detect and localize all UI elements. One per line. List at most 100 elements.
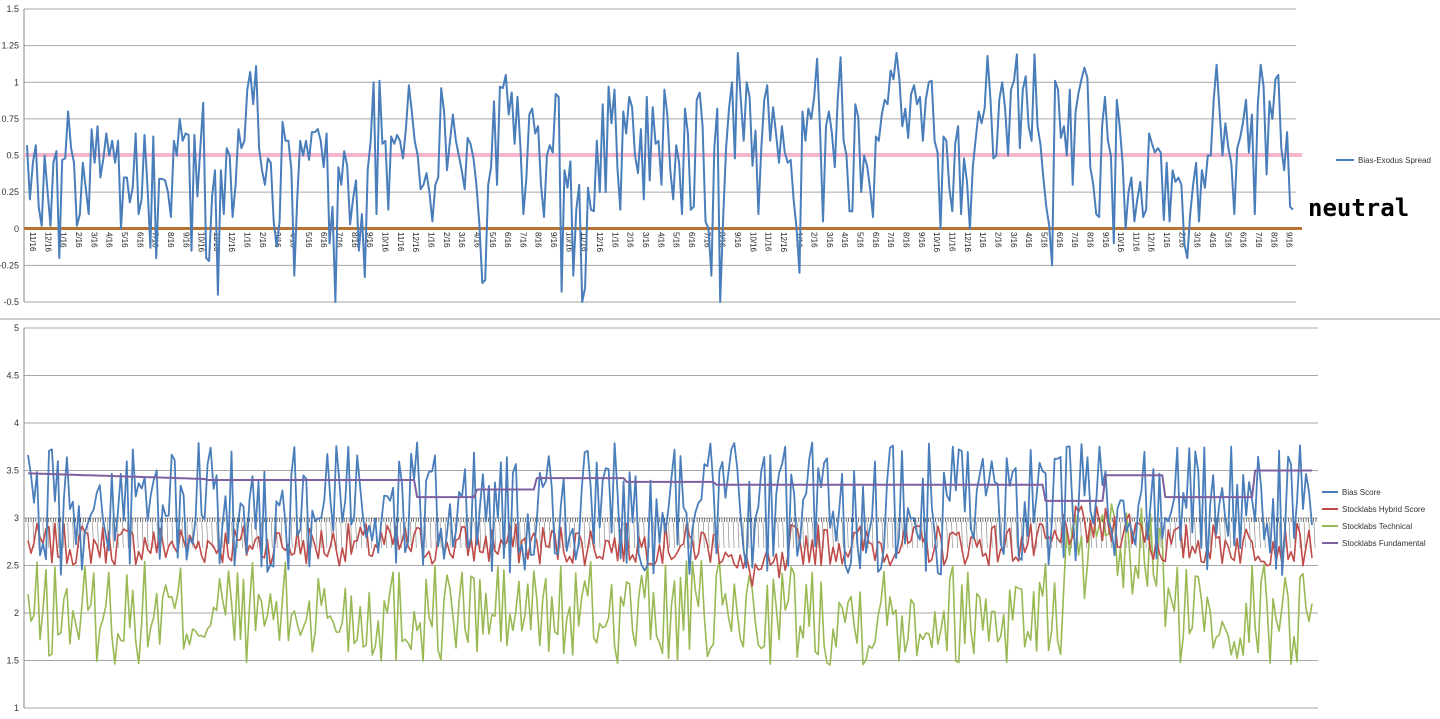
top-x-tick-label: 1/16 bbox=[610, 232, 619, 248]
bottom-x-tick-label-glyph bbox=[1204, 521, 1207, 549]
top-y-tick-label: 0.5 bbox=[6, 151, 19, 161]
bottom-x-tick-label-glyph bbox=[136, 521, 139, 549]
bottom-x-tick-label-glyph bbox=[563, 521, 566, 549]
bottom-x-tick-label-glyph bbox=[256, 521, 258, 549]
top-x-tick-label: 6/16 bbox=[1055, 232, 1064, 248]
bottom-y-tick-label: 5 bbox=[14, 323, 19, 333]
top-x-tick-label: 11/16 bbox=[948, 232, 957, 252]
legend-label-technical: Stocklabs Technical bbox=[1342, 522, 1412, 531]
top-y-tick-label: -0.25 bbox=[0, 260, 19, 270]
top-x-tick-label: 6/16 bbox=[319, 232, 328, 248]
top-x-tick-label: 5/16 bbox=[856, 232, 865, 248]
top-x-tick-label: 5/16 bbox=[488, 232, 497, 248]
top-y-tick-label: 1.25 bbox=[1, 41, 19, 51]
bottom-x-tick-label-glyph bbox=[121, 521, 124, 549]
bottom-x-tick-label-glyph bbox=[72, 521, 75, 549]
bottom-x-tick-label-glyph bbox=[1015, 521, 1018, 549]
top-x-tick-label: 4/16 bbox=[1024, 232, 1033, 248]
bottom-x-tick-label-glyph bbox=[1288, 521, 1291, 549]
bottom-x-tick-label-glyph bbox=[1164, 521, 1167, 549]
top-x-tick-label: 2/16 bbox=[1177, 232, 1186, 248]
top-x-tick-label: 12/16 bbox=[411, 232, 420, 253]
bottom-x-tick-label-glyph bbox=[216, 521, 219, 549]
top-x-tick-label: 9/16 bbox=[365, 232, 374, 248]
bottom-x-tick-label-glyph bbox=[841, 521, 844, 549]
bottom-x-tick-label-glyph bbox=[1259, 521, 1261, 549]
top-x-tick-label: 7/16 bbox=[702, 232, 711, 248]
bottom-x-tick-label-glyph bbox=[1000, 521, 1003, 549]
top-x-tick-label: 10/16 bbox=[932, 232, 941, 253]
bottom-y-tick-label: 3.5 bbox=[6, 466, 19, 476]
bottom-x-tick-label-glyph bbox=[429, 521, 432, 549]
bottom-x-tick-label-glyph bbox=[722, 521, 725, 549]
bottom-x-tick-label-glyph bbox=[112, 521, 114, 549]
top-chart: 1.5 1.25 1 0.75 0.5 0.25 0 -0.25 -0.5 11/16 12/16… bbox=[0, 4, 1431, 311]
top-x-tick-label: 2/16 bbox=[993, 232, 1002, 248]
top-x-tick-label: 8/16 bbox=[1269, 232, 1278, 248]
bottom-x-tick-label-glyph bbox=[126, 521, 129, 549]
top-x-tick-label: 3/16 bbox=[641, 232, 650, 248]
top-x-tick-label: 3/16 bbox=[1193, 232, 1202, 248]
bottom-y-tick-label: 4 bbox=[14, 418, 19, 428]
bottom-x-tick-label-glyph bbox=[539, 521, 541, 549]
top-x-tick-label: 9/16 bbox=[1101, 232, 1110, 248]
top-x-tick-label: 9/16 bbox=[181, 232, 190, 248]
bottom-x-tick-label-glyph bbox=[976, 521, 978, 549]
top-x-tick-label: 7/16 bbox=[1070, 232, 1079, 248]
top-x-tick-label: 10/16 bbox=[564, 232, 573, 253]
legend-label-bias-score: Bias Score bbox=[1342, 488, 1381, 497]
top-x-tick-label: 7/16 bbox=[518, 232, 527, 248]
top-x-tick-label: 9/16 bbox=[917, 232, 926, 248]
top-x-tick-label: 11/16 bbox=[580, 232, 589, 252]
series-line-bias-score bbox=[27, 441, 1313, 576]
top-y-tick-label: 1.5 bbox=[6, 4, 19, 14]
bottom-y-tick-label: 4.5 bbox=[6, 371, 19, 381]
bottom-x-tick-label-glyph bbox=[494, 521, 497, 549]
top-x-tick-label: 6/16 bbox=[135, 232, 144, 248]
bottom-y-tick-label: 1.5 bbox=[6, 656, 19, 666]
bottom-x-tick-label-glyph bbox=[583, 521, 586, 549]
bottom-x-tick-label-glyph bbox=[1278, 521, 1281, 549]
top-x-tick-label: 4/16 bbox=[1208, 232, 1217, 248]
top-x-tick-label: 10/16 bbox=[1116, 232, 1125, 253]
top-x-tick-label: 5/16 bbox=[304, 232, 313, 248]
top-x-tick-label: 5/16 bbox=[1039, 232, 1048, 248]
bottom-x-tick-label-glyph bbox=[946, 521, 948, 549]
top-x-tick-label: 1/16 bbox=[1162, 232, 1171, 248]
bottom-legend: Bias Score Stocklabs Hybrid Score Stockl… bbox=[1322, 488, 1426, 548]
bottom-x-tick-label-glyph bbox=[762, 521, 765, 549]
bottom-x-tick-label-glyph bbox=[802, 521, 804, 549]
bottom-x-tick-label-glyph bbox=[335, 521, 338, 549]
top-x-tick-label: 2/16 bbox=[442, 232, 451, 248]
series-line-stocklabs-technical bbox=[27, 503, 1313, 666]
top-x-tick-label: 9/16 bbox=[733, 232, 742, 248]
top-x-tick-label: 4/16 bbox=[840, 232, 849, 248]
bottom-x-tick-label-glyph bbox=[638, 521, 641, 549]
bottom-x-tick-label-glyph bbox=[1045, 521, 1048, 549]
bottom-x-tick-label-glyph bbox=[727, 521, 730, 549]
top-x-tick-label: 1/16 bbox=[426, 232, 435, 248]
series-line-stocklabs-fundamental bbox=[28, 469, 1312, 502]
top-y-tick-label: -0.5 bbox=[3, 297, 19, 307]
top-x-tick-label: 5/16 bbox=[120, 232, 129, 248]
top-series bbox=[26, 52, 1294, 303]
series-line-bias-exodus-spread bbox=[26, 52, 1294, 303]
bottom-x-tick-label-glyph bbox=[479, 521, 482, 549]
top-x-tick-label: 8/16 bbox=[1085, 232, 1094, 248]
bottom-x-tick-label-glyph bbox=[985, 521, 988, 549]
bottom-x-tick-label-glyph bbox=[951, 521, 953, 549]
bottom-x-tick-label-glyph bbox=[146, 521, 149, 549]
bottom-x-tick-label-glyph bbox=[886, 521, 889, 549]
bottom-x-tick-label-glyph bbox=[881, 521, 884, 549]
top-x-tick-label: 1/16 bbox=[978, 232, 987, 248]
top-x-tick-label: 3/16 bbox=[825, 232, 834, 248]
bottom-x-tick-label-glyph bbox=[97, 521, 99, 549]
top-x-tick-label: 10/16 bbox=[748, 232, 757, 253]
bottom-x-tick-label-glyph bbox=[519, 521, 521, 549]
top-x-tick-label: 4/16 bbox=[472, 232, 481, 248]
bottom-x-tick-label-glyph bbox=[1303, 521, 1306, 549]
top-x-tick-label: 3/16 bbox=[457, 232, 466, 248]
legend-label-fundamental: Stocklabs Fundamental bbox=[1342, 539, 1426, 548]
bottom-x-tick-label-glyph bbox=[732, 521, 735, 549]
top-x-tick-label: 12/16 bbox=[963, 232, 972, 253]
